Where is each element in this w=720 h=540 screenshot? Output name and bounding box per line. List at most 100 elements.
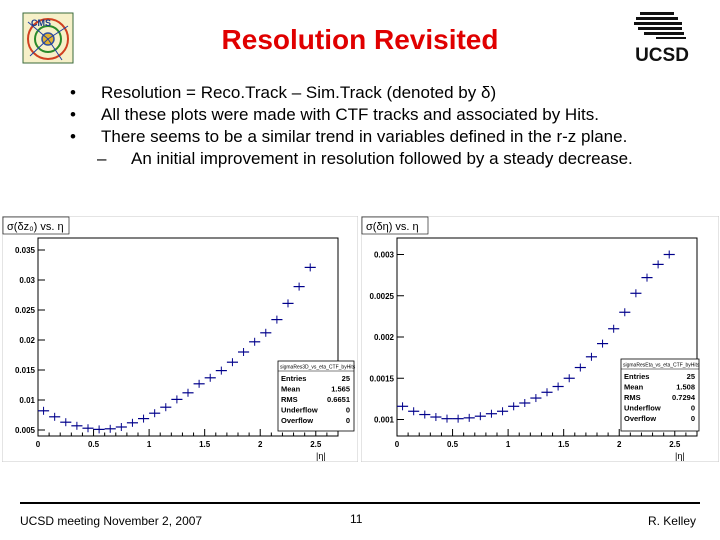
y-tick-label: 0.002 — [374, 333, 395, 342]
stats-label: Underflow — [624, 404, 661, 413]
data-point — [60, 418, 72, 427]
page-number: 11 — [350, 512, 363, 526]
data-point — [541, 388, 553, 397]
data-point — [238, 348, 250, 356]
data-point — [485, 409, 497, 418]
stats-value: 0 — [346, 416, 350, 425]
plot-sigma-dz0-vs-eta: σ(δz₀) vs. η 0.005 0.01 0.015 0.02 0.025 0.03 0… — [2, 216, 358, 462]
stats-value: 0 — [691, 414, 695, 423]
y-tick-label: 0.035 — [15, 246, 36, 255]
data-point — [641, 273, 653, 282]
stats-value: 1.508 — [676, 383, 695, 392]
x-axis-label: |η| — [316, 451, 326, 461]
stats-label: Entries — [624, 372, 649, 381]
footer-meeting: UCSD meeting November 2, 2007 — [20, 514, 203, 528]
data-point — [82, 424, 94, 433]
stats-frame — [620, 358, 700, 432]
y-tick-label: 0.02 — [19, 336, 35, 345]
data-point — [519, 399, 531, 407]
data-point — [249, 337, 261, 346]
stats-value: 0.7294 — [672, 393, 696, 402]
bullet-item: • There seems to be a similar trend in v… — [70, 126, 690, 148]
data-point — [574, 363, 586, 372]
x-tick-label: 0.5 — [88, 440, 100, 449]
stats-value: 0 — [691, 404, 695, 413]
stats-frame — [277, 360, 355, 432]
plot-title-box — [2, 216, 70, 235]
data-point — [463, 413, 475, 422]
data-point — [104, 424, 116, 433]
bullet-marker: • — [70, 127, 76, 146]
x-tick-label: 1.5 — [199, 440, 211, 449]
stats-value: 0.6651 — [327, 395, 350, 404]
data-point — [204, 373, 216, 382]
stats-box: sigmaRes3D_vs_eta_CTF_byHits Entries 25 Mea… — [277, 360, 356, 432]
y-tick-label: 0.025 — [15, 306, 36, 315]
data-point — [508, 402, 520, 411]
stats-value: 25 — [687, 372, 695, 381]
stats-value: 0 — [346, 406, 350, 415]
data-point — [530, 394, 542, 403]
stats-label: Overflow — [624, 414, 656, 423]
bullet-item: • Resolution = Reco.Track – Sim.Track (d… — [70, 82, 690, 104]
y-tick-label: 0.015 — [15, 366, 36, 375]
data-point — [282, 299, 294, 308]
data-point — [552, 382, 564, 391]
stats-name: sigmaResEta_vs_eta_CTF_byHits — [623, 363, 700, 369]
x-tick-label: 1 — [506, 440, 511, 449]
data-point — [49, 412, 61, 421]
data-point — [597, 339, 609, 348]
data-point — [497, 407, 509, 416]
data-point — [585, 352, 597, 361]
stats-value: 1.565 — [331, 385, 350, 394]
y-tick-label: 0.001 — [374, 416, 395, 425]
bullet-text: All these plots were made with CTF track… — [101, 105, 599, 124]
data-point — [171, 395, 183, 404]
data-point — [93, 425, 105, 434]
y-tick-label: 0.005 — [15, 426, 36, 435]
data-point — [430, 413, 442, 422]
sub-bullet-marker: – — [97, 149, 107, 168]
y-tick-label: 0.0015 — [370, 374, 395, 383]
data-point — [226, 358, 238, 367]
x-tick-label: 2.5 — [669, 440, 681, 449]
stats-name: sigmaRes3D_vs_eta_CTF_byHits — [280, 365, 356, 371]
plot-title: σ(δz₀) vs. η — [7, 221, 64, 233]
bullet-text: There seems to be a similar trend in var… — [101, 127, 628, 146]
x-tick-label: 2.5 — [310, 440, 322, 449]
data-point — [474, 412, 486, 421]
x-tick-label: 0 — [36, 440, 41, 449]
data-point — [138, 414, 150, 423]
sub-bullet-item: – An initial improvement in resolution f… — [70, 148, 690, 170]
data-point — [630, 289, 642, 298]
bullet-text: Resolution = Reco.Track – Sim.Track (den… — [101, 83, 497, 102]
data-point — [160, 403, 172, 412]
x-tick-label: 2 — [617, 440, 622, 449]
stats-value: 25 — [342, 374, 350, 383]
cms-logo: CMS — [22, 12, 74, 64]
ucsd-logo: UCSD — [634, 12, 689, 64]
data-point — [663, 250, 675, 259]
data-point — [419, 410, 431, 419]
x-axis-label: |η| — [675, 451, 685, 461]
slide-title: Resolution Revisited — [221, 24, 499, 55]
ucsd-logo-text: UCSD — [635, 45, 689, 64]
stats-label: Mean — [624, 383, 644, 392]
data-point — [126, 418, 138, 427]
data-point — [38, 406, 50, 415]
x-tick-label: 1.5 — [558, 440, 570, 449]
bullet-list: • Resolution = Reco.Track – Sim.Track (d… — [70, 82, 690, 170]
data-point — [293, 282, 305, 291]
data-point — [452, 414, 464, 423]
data-point — [149, 409, 161, 418]
data-point — [182, 388, 194, 397]
x-tick-label: 2 — [258, 440, 263, 449]
x-tick-label: 0 — [395, 440, 400, 449]
plot-title: σ(δη) vs. η — [366, 221, 419, 233]
y-tick-label: 0.003 — [374, 251, 395, 260]
x-tick-label: 0.5 — [447, 440, 459, 449]
data-point — [304, 263, 316, 272]
data-point — [619, 308, 631, 317]
stats-label: Underflow — [281, 406, 318, 415]
